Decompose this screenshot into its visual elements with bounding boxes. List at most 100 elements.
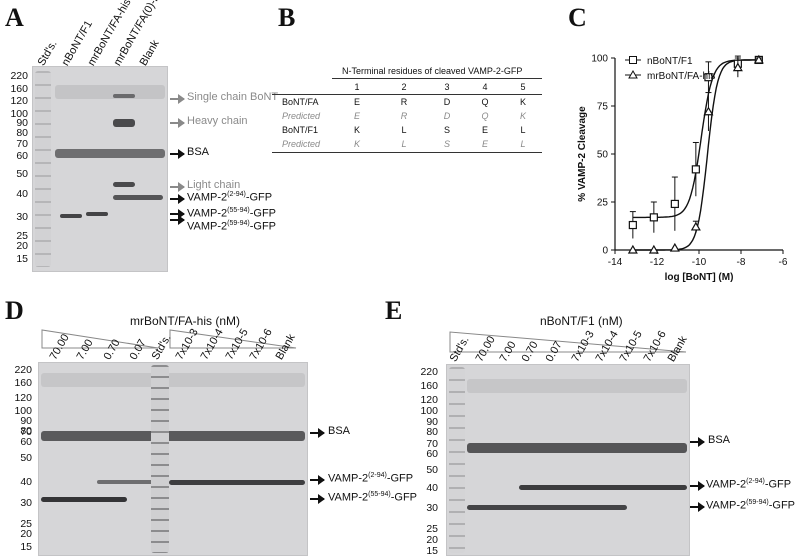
anno-vamp-59-a: VAMP-2(59-94)-GFP <box>187 220 276 233</box>
x-tick-label: -12 <box>650 257 665 268</box>
table-cell: K <box>353 125 360 135</box>
mw-marker-label: 90 <box>20 415 32 427</box>
band-top-d <box>41 373 305 387</box>
panel-letter-e: E <box>385 296 403 325</box>
mw-marker-label: 120 <box>10 95 28 107</box>
band-vamp-2-94-d <box>169 480 305 485</box>
arrow-vamp-59-e <box>690 502 705 512</box>
row-label: Predicted <box>282 139 321 149</box>
table-cell: L <box>401 139 407 149</box>
data-point-triangle <box>648 244 659 254</box>
col-header: 4 <box>482 82 488 92</box>
band-vamp-2-94-e <box>519 485 687 490</box>
arrow-vamp-55-a <box>170 209 185 219</box>
band-vamp-55 <box>60 214 82 218</box>
row-label: BoNT/FA <box>282 97 319 107</box>
mw-marker-label: 100 <box>420 405 438 417</box>
arrow-bsa-d <box>310 428 325 438</box>
legend-label: nBoNT/F1 <box>647 56 693 67</box>
table-cell: R <box>400 111 408 121</box>
mw-marker-label: 40 <box>16 188 28 200</box>
table-cell: Q <box>481 111 489 121</box>
col-header: 2 <box>401 82 407 92</box>
lane-label: Std's. <box>35 38 60 68</box>
legend-triangle <box>628 69 638 79</box>
legend-label: mrBoNT/FA-his <box>647 71 715 82</box>
wedge-d <box>41 329 159 349</box>
band-vamp-55-d <box>41 497 127 502</box>
table-cell: R <box>400 97 408 107</box>
anno-vamp-55-d: VAMP-2(55-94)-GFP <box>328 491 417 504</box>
data-point-triangle <box>690 221 701 231</box>
arrow-vamp-2-94-a <box>170 194 185 204</box>
band-std-ladder-e <box>449 367 465 553</box>
mw-marker-label: 120 <box>14 392 32 404</box>
anno-vamp-55-a: VAMP-2(55-94)-GFP <box>187 207 276 220</box>
band-top-e <box>467 379 687 393</box>
anno-heavy-chain: Heavy chain <box>187 115 248 127</box>
mw-marker-label: 80 <box>16 127 28 139</box>
mw-marker-label: 50 <box>16 168 28 180</box>
mw-marker-label: 40 <box>20 476 32 488</box>
mw-marker-label: 15 <box>16 253 28 265</box>
y-axis-label: % VAMP-2 Cleavage <box>577 106 588 202</box>
table-title: N-Terminal residues of cleaved VAMP-2-GF… <box>342 66 523 76</box>
band-vamp-2-94 <box>113 195 163 200</box>
mw-marker-label: 25 <box>426 523 438 535</box>
x-tick-label: -14 <box>608 257 623 268</box>
mw-marker-label: 70 <box>426 438 438 450</box>
panel-letter-b: B <box>278 3 296 32</box>
arrow-vamp-59-a <box>170 215 185 225</box>
wedge-e <box>449 331 687 353</box>
mw-marker-label: 100 <box>14 405 32 417</box>
y-tick-label: 0 <box>602 246 608 257</box>
band-bsa-e <box>467 443 687 453</box>
row-label: Predicted <box>282 111 321 121</box>
mw-marker-label: 50 <box>20 452 32 464</box>
mw-marker-label: 90 <box>16 117 28 129</box>
band-std-ladder-d <box>151 365 169 553</box>
mw-marker-label: 60 <box>426 448 438 460</box>
mw-marker-label: 30 <box>426 502 438 514</box>
panel-e-title: nBoNT/F1 (nM) <box>540 314 623 328</box>
table-cell: D <box>443 97 451 107</box>
anno-vamp-2-94-e: VAMP-2(2-94)-GFP <box>706 478 792 491</box>
y-tick-label: 25 <box>597 198 609 209</box>
anno-vamp-59-e: VAMP-2(59-94)-GFP <box>706 499 795 512</box>
data-point-triangle <box>703 106 714 116</box>
table-cell: S <box>443 139 450 149</box>
arrow-single-chain <box>170 94 185 104</box>
table-cell: Q <box>481 97 489 107</box>
mw-marker-label: 15 <box>20 541 32 553</box>
table-cell: E <box>481 125 488 135</box>
table-header-row: 1 2 3 4 5 <box>272 82 542 95</box>
arrow-vamp-2-94-e <box>690 481 705 491</box>
col-header: 1 <box>354 82 360 92</box>
mw-marker-label: 160 <box>14 377 32 389</box>
table-cell: K <box>353 139 360 149</box>
panel-d-title: mrBoNT/FA-his (nM) <box>130 314 241 328</box>
x-tick-label: -6 <box>779 257 788 268</box>
band-light-chain <box>113 182 135 187</box>
mw-marker-label: 70 <box>20 426 32 438</box>
arrow-bsa-e <box>690 437 705 447</box>
gel-e <box>446 364 690 556</box>
mw-marker-label: 120 <box>420 394 438 406</box>
gel-a <box>32 66 168 272</box>
anno-vamp-2-94-a: VAMP-2(2-94)-GFP <box>187 191 273 204</box>
table-row: Predicted E R D Q K <box>272 111 542 124</box>
col-header: 3 <box>444 82 450 92</box>
data-point-square <box>628 220 637 230</box>
dose-response-chart: -14 -12 -10 -8 -6 0 25 50 75 100 log [BoNT] (M) % V… <box>577 54 788 284</box>
mw-marker-label: 25 <box>20 518 32 530</box>
band-bsa-d <box>41 431 305 441</box>
arrow-vamp-2-94-d <box>310 475 325 485</box>
mw-marker-label: 60 <box>16 150 28 162</box>
mw-marker-label: 100 <box>10 108 28 120</box>
table-cell: E <box>353 111 360 121</box>
mw-marker-label: 220 <box>10 70 28 82</box>
mw-marker-label: 70 <box>16 138 28 150</box>
anno-single-chain: Single chain BoNT <box>187 91 279 103</box>
mw-marker-label: 30 <box>16 211 28 223</box>
mw-marker-label: 220 <box>420 366 438 378</box>
